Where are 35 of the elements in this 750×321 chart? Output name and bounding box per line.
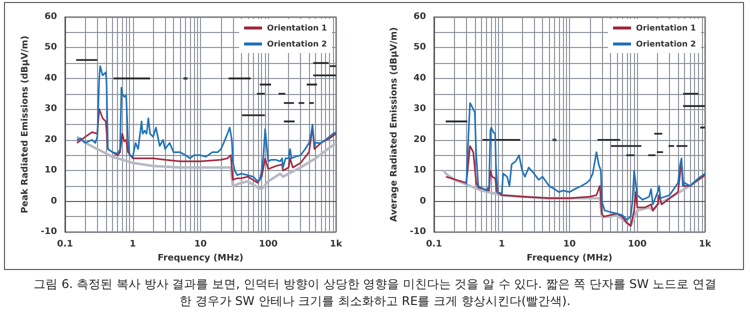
- x-axis-title: Frequency (MHz): [158, 254, 244, 264]
- y-tick-label: 50: [44, 42, 57, 53]
- y-tick-label: 30: [413, 104, 426, 114]
- y-tick-label: 30: [44, 104, 57, 114]
- legend-label: Orientation 2: [267, 40, 328, 48]
- y-tick-label: 10: [44, 166, 57, 176]
- y-tick-label: 0: [50, 196, 57, 206]
- legend-label: Orientation 1: [267, 24, 328, 32]
- y-tick-label: 0: [420, 196, 426, 206]
- x-tick-label: 100: [628, 240, 647, 250]
- y-tick-label: 40: [44, 73, 57, 84]
- y-tick-label: 20: [44, 134, 57, 145]
- x-tick-label: 0.1: [57, 240, 73, 250]
- y-axis-title: Peak Radiated Emissions (dBμV/m): [20, 36, 30, 214]
- y-tick-label: 60: [413, 12, 426, 22]
- y-tick-label: 10: [413, 166, 426, 176]
- x-tick-label: 1k: [698, 240, 712, 250]
- y-axis-title: Average Radiated Emissions (dBμV/m): [389, 27, 400, 222]
- x-tick-label: 1k: [330, 240, 344, 250]
- y-tick-label: 20: [413, 134, 426, 145]
- caption: 그림 6. 측정된 복사 방사 결과를 보면, 인덕터 방향이 상당한 영향을 미친다는 것을 알 수 있다. 짧은 쪽 단자를 SW 노드로 연결한 경우가 SW 안테나 크기를 최소화하고 RE를 크게 향상시킨다(빨간색).: [32, 276, 718, 310]
- x-axis-title: Frequency (MHz): [526, 254, 612, 264]
- x-tick-label: 1: [130, 240, 136, 250]
- y-tick-label: 50: [413, 42, 426, 53]
- y-tick-label: 40: [413, 73, 426, 84]
- x-tick-label: 10: [563, 240, 576, 250]
- y-tick-label: 60: [44, 12, 57, 22]
- x-tick-label: 0.1: [426, 240, 442, 250]
- x-tick-label: 10: [194, 240, 207, 250]
- legend-label: Orientation 2: [636, 40, 696, 48]
- x-tick-label: 100: [258, 240, 278, 250]
- y-tick-label: -10: [410, 227, 426, 237]
- y-tick-label: -10: [40, 227, 57, 237]
- legend-label: Orientation 1: [636, 24, 696, 32]
- x-tick-label: 1: [498, 240, 505, 250]
